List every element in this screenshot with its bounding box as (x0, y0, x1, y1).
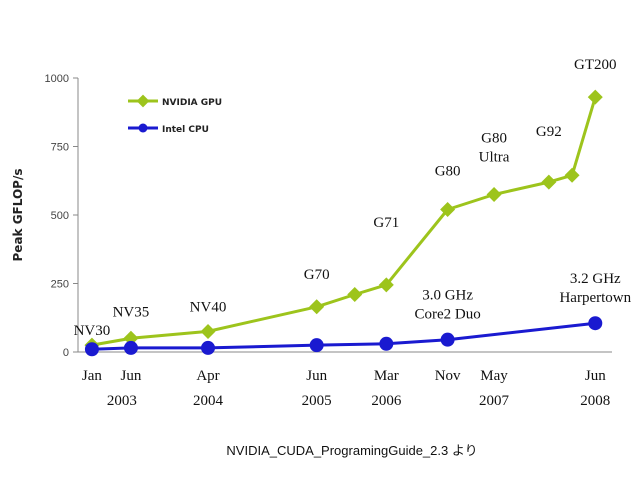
data-point-nvidia-gpu (309, 299, 325, 315)
annotation-label: G92 (536, 124, 562, 140)
data-point-nvidia-gpu (378, 277, 394, 293)
x-tick-year: 2007 (479, 393, 510, 409)
annotation-label: G71 (373, 215, 399, 231)
x-tick-month: Jan (82, 368, 102, 384)
series-layer (84, 89, 603, 357)
data-point-nvidia-gpu (587, 89, 603, 105)
y-ticks: 0 250 500 750 1000 (45, 73, 78, 359)
annotation-label: NV40 (190, 299, 227, 315)
legend-marker-nvidia (136, 94, 150, 108)
annotation-label: NV30 (74, 323, 111, 339)
annotation-label: GT200 (574, 57, 617, 73)
y-tick-label: 250 (51, 279, 69, 291)
x-tick-year: 2005 (302, 393, 332, 409)
source-note: NVIDIA_CUDA_ProgramingGuide_2.3 より (226, 443, 477, 458)
data-point-intel-cpu (84, 342, 99, 357)
axes (77, 78, 612, 353)
data-point-nvidia-gpu (564, 167, 580, 183)
annotation-label: G80 (481, 130, 507, 146)
y-axis-label: Peak GFLOP/s (11, 169, 25, 262)
x-tick-month: Jun (306, 368, 327, 384)
x-tick-month: Mar (374, 368, 399, 384)
legend-label-nvidia: NVIDIA GPU (162, 98, 222, 108)
data-point-intel-cpu (309, 338, 324, 353)
x-tick-year: 2006 (371, 393, 402, 409)
annotation-label: Harpertown (559, 290, 631, 306)
data-point-nvidia-gpu (347, 286, 363, 302)
annotation-label: G70 (304, 267, 330, 283)
annotation-label: Core2 Duo (414, 307, 480, 323)
x-tick-month: Nov (435, 368, 461, 384)
annotation-label: 3.0 GHz (422, 288, 473, 304)
y-tick-label: 1000 (45, 73, 69, 85)
annotation-label: NV35 (113, 304, 150, 320)
data-point-nvidia-gpu (486, 186, 502, 202)
y-tick-label: 0 (63, 347, 69, 359)
data-point-nvidia-gpu (200, 323, 216, 339)
x-tick-month: Apr (196, 368, 219, 384)
x-tick-month: Jun (121, 368, 142, 384)
annotation-label: G80 (435, 164, 461, 180)
legend-marker-intel (138, 123, 148, 133)
data-point-nvidia-gpu (440, 202, 456, 218)
x-tick-year: 2008 (580, 393, 610, 409)
x-tick-year: 2004 (193, 393, 224, 409)
x-ticks: Jan 2003 Jun Apr 2004 Jun 2005 Mar 2006 Nov May 200… (82, 368, 610, 409)
annotation-label: Ultra (479, 149, 510, 165)
data-point-intel-cpu (379, 336, 394, 351)
x-tick-month: Jun (585, 368, 606, 384)
y-tick-label: 500 (51, 210, 69, 222)
annotation-label: 3.2 GHz (570, 271, 621, 287)
x-tick-month: May (480, 368, 508, 384)
y-tick-label: 750 (51, 142, 69, 154)
data-point-intel-cpu (201, 340, 216, 355)
data-point-nvidia-gpu (541, 174, 557, 190)
legend-label-intel: Intel CPU (162, 125, 209, 135)
data-point-intel-cpu (588, 316, 603, 331)
legend: NVIDIA GPU Intel CPU (128, 94, 222, 135)
x-tick-year: 2003 (107, 393, 137, 409)
data-point-intel-cpu (123, 340, 138, 355)
data-point-intel-cpu (440, 332, 455, 347)
